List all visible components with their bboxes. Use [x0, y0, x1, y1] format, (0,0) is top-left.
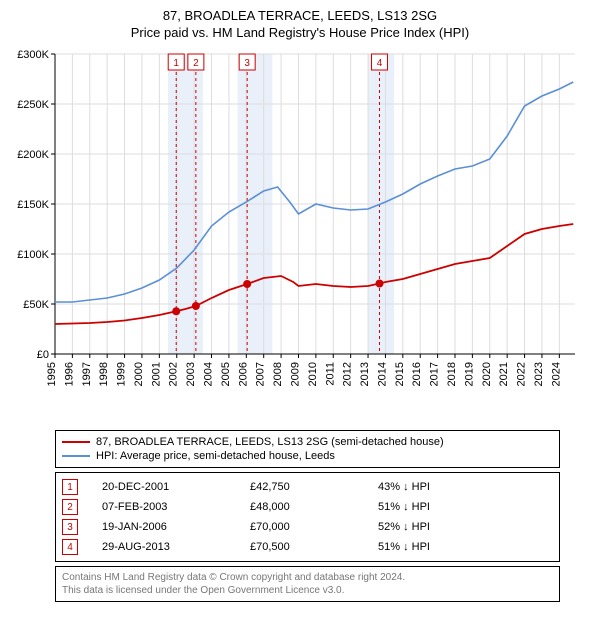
footer-line2: This data is licensed under the Open Gov…: [62, 584, 553, 597]
footer-note: Contains HM Land Registry data © Crown c…: [55, 566, 560, 602]
x-tick-label: 2023: [533, 362, 545, 386]
x-tick-label: 2014: [376, 362, 388, 386]
legend: 87, BROADLEA TERRACE, LEEDS, LS13 2SG (s…: [55, 430, 560, 468]
chart-area: £0 £50K £100K £150K £200K £250K £300K 1995 1996 1…: [0, 44, 600, 424]
sale-diff: 51% ↓ HPI: [378, 541, 553, 553]
x-tick-label: 2019: [463, 362, 475, 386]
y-tick-label: £300K: [17, 49, 49, 61]
sale-marker-number: 4: [377, 58, 383, 69]
x-tick-label: 2002: [168, 362, 180, 386]
sale-date: 29-AUG-2013: [102, 541, 242, 553]
x-tick-label: 2007: [255, 362, 267, 386]
sale-diff: 43% ↓ HPI: [378, 481, 553, 493]
sale-diff: 52% ↓ HPI: [378, 521, 553, 533]
x-tick-label: 2009: [289, 362, 301, 386]
y-tick-label: £100K: [17, 249, 49, 261]
sale-price: £70,000: [250, 521, 370, 533]
x-tick-label: 2013: [359, 362, 371, 386]
sale-date: 20-DEC-2001: [102, 481, 242, 493]
x-tick-label: 2017: [429, 362, 441, 386]
x-tick-label: 2024: [550, 362, 562, 386]
x-tick-label: 1999: [116, 362, 128, 386]
x-tick-label: 2006: [237, 362, 249, 386]
x-tick-label: 1996: [63, 362, 75, 386]
x-tick-label: 2003: [185, 362, 197, 386]
sale-diff: 51% ↓ HPI: [378, 501, 553, 513]
sale-price: £42,750: [250, 481, 370, 493]
sale-number-box: 3: [62, 519, 78, 535]
legend-item: HPI: Average price, semi-detached house,…: [62, 449, 553, 463]
x-tick-label: 2011: [324, 362, 336, 386]
x-tick-label: 2012: [342, 362, 354, 386]
legend-item: 87, BROADLEA TERRACE, LEEDS, LS13 2SG (s…: [62, 435, 553, 449]
sale-number-box: 1: [62, 479, 78, 495]
sale-marker-number: 3: [244, 58, 250, 69]
legend-swatch: [62, 441, 90, 443]
legend-swatch: [62, 455, 90, 457]
legend-label: 87, BROADLEA TERRACE, LEEDS, LS13 2SG (s…: [96, 436, 444, 448]
footer-line1: Contains HM Land Registry data © Crown c…: [62, 571, 553, 584]
x-tick-label: 2022: [516, 362, 528, 386]
x-tick-label: 2021: [498, 362, 510, 386]
y-tick-label: £0: [37, 349, 49, 361]
chart-title-address: 87, BROADLEA TERRACE, LEEDS, LS13 2SG: [0, 8, 600, 23]
legend-label: HPI: Average price, semi-detached house,…: [96, 450, 335, 462]
sale-price: £48,000: [250, 501, 370, 513]
sale-number-box: 2: [62, 499, 78, 515]
sale-date: 19-JAN-2006: [102, 521, 242, 533]
x-tick-label: 1995: [46, 362, 58, 386]
sale-date: 07-FEB-2003: [102, 501, 242, 513]
sale-number-box: 4: [62, 539, 78, 555]
chart-title-sub: Price paid vs. HM Land Registry's House …: [0, 25, 600, 40]
y-tick-label: £150K: [17, 199, 49, 211]
x-tick-label: 2018: [446, 362, 458, 386]
x-tick-label: 2016: [411, 362, 423, 386]
sale-row: 4 29-AUG-2013 £70,500 51% ↓ HPI: [62, 537, 553, 557]
sales-table: 1 20-DEC-2001 £42,750 43% ↓ HPI 2 07-FEB-2003…: [55, 472, 560, 562]
x-tick-label: 2010: [307, 362, 319, 386]
price-chart: £0 £50K £100K £150K £200K £250K £300K 1995 1996 1…: [0, 44, 600, 424]
sale-row: 3 19-JAN-2006 £70,000 52% ↓ HPI: [62, 517, 553, 537]
sale-marker-number: 2: [193, 58, 199, 69]
sale-marker-number: 1: [173, 58, 179, 69]
y-tick-label: £250K: [17, 99, 49, 111]
sale-price: £70,500: [250, 541, 370, 553]
x-tick-label: 2000: [133, 362, 145, 386]
x-tick-label: 2020: [481, 362, 493, 386]
y-tick-label: £50K: [23, 299, 49, 311]
x-tick-label: 2015: [394, 362, 406, 386]
x-tick-label: 1998: [98, 362, 110, 386]
x-tick-label: 1997: [81, 362, 93, 386]
x-tick-label: 2005: [220, 362, 232, 386]
x-tick-label: 2004: [203, 362, 215, 386]
y-tick-label: £200K: [17, 149, 49, 161]
sale-row: 2 07-FEB-2003 £48,000 51% ↓ HPI: [62, 497, 553, 517]
x-tick-label: 2008: [272, 362, 284, 386]
chart-header: 87, BROADLEA TERRACE, LEEDS, LS13 2SG Pr…: [0, 0, 600, 44]
x-tick-label: 2001: [150, 362, 162, 386]
sale-row: 1 20-DEC-2001 £42,750 43% ↓ HPI: [62, 477, 553, 497]
